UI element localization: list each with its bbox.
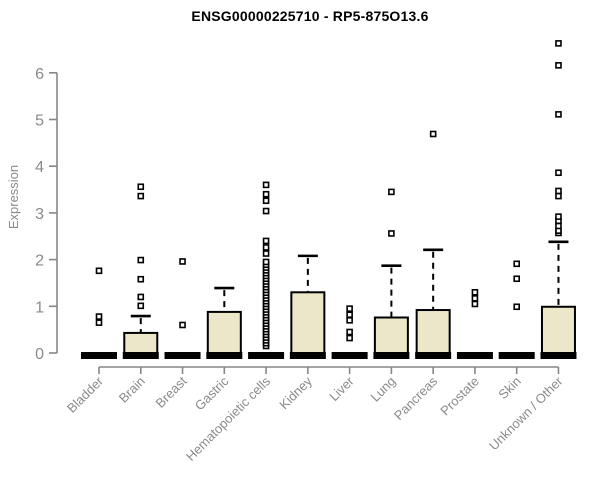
outlier-point xyxy=(137,256,145,264)
y-tick-label: 5 xyxy=(35,113,44,130)
outlier-point xyxy=(388,188,395,196)
box-gastric xyxy=(206,286,243,359)
median-bar xyxy=(456,352,493,359)
outlier-point xyxy=(137,293,145,301)
outlier-point xyxy=(471,295,479,302)
median-bar xyxy=(289,352,326,359)
box-breast xyxy=(164,258,201,359)
outlier-point xyxy=(95,313,103,320)
box-brain xyxy=(122,183,159,359)
x-tick-label-skin: Skin xyxy=(495,374,523,402)
outlier-point xyxy=(137,275,145,283)
median-bar xyxy=(164,352,201,359)
outlier-point xyxy=(262,197,270,205)
outlier-point xyxy=(262,207,270,215)
outlier-point xyxy=(137,192,145,200)
x-tick-label-prostate: Prostate xyxy=(437,374,482,419)
x-tick-label-gastric: Gastric xyxy=(192,373,232,413)
outlier-point xyxy=(471,300,479,308)
box-rect xyxy=(290,291,326,356)
box-liver xyxy=(331,305,368,359)
outlier-point xyxy=(137,183,145,191)
x-tick-label-pancreas: Pancreas xyxy=(391,373,441,423)
outlier-point xyxy=(513,275,521,283)
outlier-point xyxy=(262,190,270,198)
median-bar xyxy=(81,352,117,359)
outlier-point xyxy=(429,130,437,138)
median-bar xyxy=(248,352,285,359)
outlier-point xyxy=(95,267,103,275)
outlier-point xyxy=(95,319,103,326)
outlier-point xyxy=(471,288,479,296)
outlier-point xyxy=(346,305,353,312)
x-tick-label-unknown-other: Unknown / Other xyxy=(486,373,566,453)
outlier-point xyxy=(555,213,562,220)
x-tick-label-liver: Liver xyxy=(326,373,357,404)
median-bar xyxy=(415,352,452,359)
outlier-point xyxy=(555,169,562,177)
box-rect xyxy=(415,309,451,356)
outlier-point xyxy=(179,258,186,265)
median-bar xyxy=(331,352,368,359)
y-tick-label: 4 xyxy=(35,159,44,176)
outlier-point xyxy=(388,230,395,237)
outlier-point xyxy=(262,250,270,257)
box-rect xyxy=(373,316,409,355)
box-rect xyxy=(206,310,242,355)
y-tick-label: 1 xyxy=(35,299,44,316)
y-tick-label: 3 xyxy=(35,206,44,223)
outlier-point xyxy=(513,260,521,268)
median-bar xyxy=(373,352,410,359)
outlier-point xyxy=(262,258,270,266)
box-bladder xyxy=(81,267,117,359)
x-tick-label-brain: Brain xyxy=(116,374,148,406)
outlier-point xyxy=(555,111,562,118)
box-skin xyxy=(498,260,535,359)
outlier-point xyxy=(262,244,270,251)
median-bar xyxy=(206,352,243,359)
outlier-point xyxy=(513,303,521,311)
x-tick-label-bladder: Bladder xyxy=(64,373,107,416)
box-lung xyxy=(373,188,410,359)
box-prostate xyxy=(456,288,493,359)
box-kidney xyxy=(289,254,326,359)
y-tick-label: 6 xyxy=(35,66,44,83)
box-rect xyxy=(540,305,576,355)
box-hematopoietic-cells xyxy=(248,181,285,359)
outlier-point xyxy=(555,40,562,47)
outlier-point xyxy=(262,181,270,189)
box-unknown-other xyxy=(540,40,577,359)
median-bar xyxy=(540,352,577,359)
y-axis: 0 1 2 3 4 5 6 xyxy=(35,66,58,363)
x-tick-label-kidney: Kidney xyxy=(276,373,315,412)
y-tick-label: 0 xyxy=(35,346,44,363)
outlier-point xyxy=(555,62,562,69)
outlier-point xyxy=(346,328,353,336)
x-tick-label-lung: Lung xyxy=(367,374,398,405)
chart-title: ENSG00000225710 - RP5-875O13.6 xyxy=(191,8,429,24)
outlier-point xyxy=(555,192,562,200)
median-bar xyxy=(498,352,535,359)
outlier-point xyxy=(346,317,353,324)
outlier-point xyxy=(555,222,562,230)
outlier-point xyxy=(555,187,562,195)
outlier-point xyxy=(179,321,186,329)
median-bar xyxy=(122,352,159,359)
y-tick-label: 2 xyxy=(35,253,44,270)
outlier-point xyxy=(262,237,270,245)
outlier-point xyxy=(346,334,353,342)
outlier-point xyxy=(137,302,145,310)
outlier-point xyxy=(346,311,353,319)
box-rect xyxy=(123,331,159,356)
box-pancreas xyxy=(415,130,452,359)
x-tick-label-breast: Breast xyxy=(152,373,189,410)
